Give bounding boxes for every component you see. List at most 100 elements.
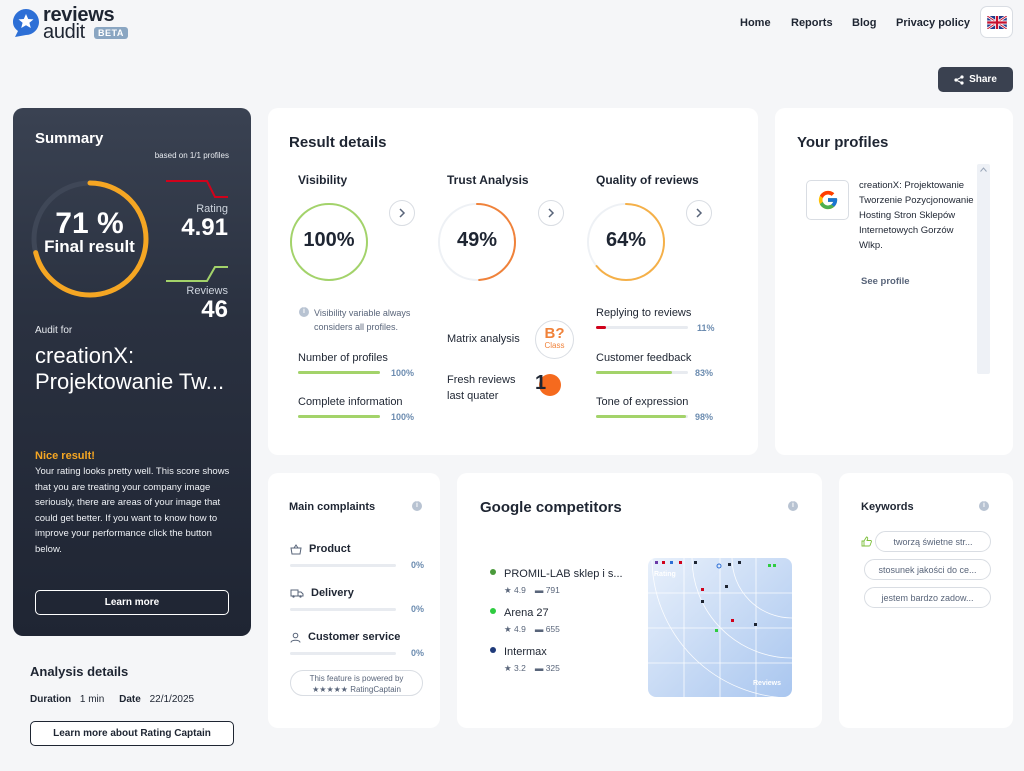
visibility-details-button[interactable] bbox=[389, 200, 415, 226]
matrix-class-label: Class bbox=[544, 341, 565, 350]
plot-point bbox=[716, 563, 722, 569]
plot-point bbox=[662, 561, 665, 564]
logo-star-icon bbox=[13, 9, 39, 37]
fresh-reviews-label: Fresh reviews bbox=[447, 374, 516, 386]
complete-information-label: Complete information bbox=[298, 396, 403, 408]
plot-point bbox=[773, 564, 776, 567]
star-icon: ★ 4.9 bbox=[504, 624, 526, 634]
tone-of-expression-bar bbox=[596, 415, 688, 418]
your-profiles-title: Your profiles bbox=[797, 134, 889, 151]
plot-point bbox=[679, 561, 682, 564]
see-profile-link[interactable]: See profile bbox=[861, 276, 910, 287]
uk-flag-icon bbox=[987, 16, 1007, 29]
complaint-delivery-label: Delivery bbox=[311, 587, 354, 599]
nav-home[interactable]: Home bbox=[740, 17, 771, 29]
keywords-card: Keywords i tworzą świetne str... stosune… bbox=[839, 473, 1013, 728]
tone-of-expression-label: Tone of expression bbox=[596, 396, 689, 408]
audit-company-name: creationX: Projektowanie Tw... bbox=[35, 343, 225, 394]
profiles-scrollbar[interactable] bbox=[977, 164, 990, 374]
powered-by-badge[interactable]: This feature is powered by ★★★★★ RatingC… bbox=[290, 670, 423, 696]
customer-feedback-bar bbox=[596, 371, 688, 374]
chevron-right-icon bbox=[399, 208, 406, 218]
share-button[interactable]: Share bbox=[938, 67, 1013, 92]
trust-details-button[interactable] bbox=[538, 200, 564, 226]
result-details-title: Result details bbox=[289, 134, 387, 151]
visibility-ring-arc bbox=[290, 203, 368, 281]
nav-blog[interactable]: Blog bbox=[852, 17, 877, 29]
competitor-dot bbox=[490, 647, 496, 653]
number-of-profiles-pct: 100% bbox=[391, 368, 415, 378]
logo[interactable]: reviews audit BETA bbox=[12, 4, 132, 43]
basket-icon bbox=[290, 543, 302, 554]
date-label: Date bbox=[119, 694, 141, 705]
plot-point bbox=[754, 623, 757, 626]
chevron-right-icon bbox=[548, 208, 555, 218]
nav-reports[interactable]: Reports bbox=[791, 17, 833, 29]
reviews-value: 46 bbox=[201, 296, 228, 323]
competitor-name[interactable]: Arena 27 bbox=[504, 607, 549, 619]
date-value: 22/1/2025 bbox=[149, 694, 195, 705]
plot-point bbox=[715, 629, 718, 632]
visibility-ring bbox=[290, 203, 368, 281]
result-details-card: Result details Visibility 100% i Visibil… bbox=[268, 108, 758, 455]
visibility-note: Visibility variable always considers all… bbox=[314, 308, 411, 332]
nav-privacy-policy[interactable]: Privacy policy bbox=[896, 17, 970, 29]
keyword-chip[interactable]: jestem bardzo zadow... bbox=[864, 587, 991, 608]
chevron-right-icon bbox=[696, 208, 703, 218]
plot-x-label: Reviews bbox=[753, 680, 781, 687]
number-of-profiles-bar bbox=[298, 371, 380, 374]
plot-point bbox=[670, 561, 673, 564]
reviews-trend-icon bbox=[166, 266, 228, 282]
complaint-delivery-bar bbox=[290, 608, 396, 611]
complaint-product: Product bbox=[290, 543, 351, 555]
quality-details-button[interactable] bbox=[686, 200, 712, 226]
main-complaints-title: Main complaints bbox=[289, 501, 376, 513]
plot-y-label: Rating bbox=[654, 571, 676, 578]
plot-point bbox=[725, 585, 728, 588]
info-icon[interactable]: i bbox=[788, 501, 798, 511]
complaint-product-pct: 0% bbox=[410, 560, 424, 570]
logo-text-reviews: reviews bbox=[43, 4, 115, 26]
keyword-chip[interactable]: tworzą świetne str... bbox=[875, 531, 991, 552]
rating-label: Rating bbox=[196, 203, 228, 215]
competitor-meta: ★ 3.2 ▬ 325 bbox=[504, 663, 560, 674]
truck-icon bbox=[290, 589, 304, 598]
rating-trend-icon bbox=[166, 180, 228, 198]
google-competitors-card: Google competitors i PROMIL-LAB sklep i … bbox=[457, 473, 822, 728]
trust-value: 49% bbox=[456, 229, 498, 251]
star-icon: ★ 4.9 bbox=[504, 585, 526, 595]
plot-point bbox=[655, 561, 658, 564]
learn-more-button[interactable]: Learn more bbox=[35, 590, 229, 615]
complaint-delivery: Delivery bbox=[290, 587, 354, 599]
complaint-product-label: Product bbox=[309, 543, 351, 555]
keyword-chip[interactable]: stosunek jakości do ce... bbox=[864, 559, 991, 580]
rating-value: 4.91 bbox=[181, 214, 228, 241]
rating-captain-button[interactable]: Learn more about Rating Captain bbox=[30, 721, 234, 746]
replying-to-reviews-pct: 11% bbox=[697, 323, 715, 333]
matrix-class-badge: B? Class bbox=[535, 320, 574, 359]
complaint-customer-service: Customer service bbox=[290, 631, 400, 643]
fresh-reviews-value: 1 bbox=[535, 372, 547, 394]
competitor-meta: ★ 4.9 ▬ 655 bbox=[504, 624, 560, 635]
final-result-label: Final result bbox=[44, 237, 135, 256]
keywords-title: Keywords bbox=[861, 501, 914, 513]
logo-text-audit: audit bbox=[43, 21, 85, 43]
star-icon: ★ 3.2 bbox=[504, 663, 526, 673]
your-profiles-card: Your profiles creationX: Projektowanie T… bbox=[775, 108, 1013, 455]
info-icon[interactable]: i bbox=[412, 501, 422, 511]
competitor-dot bbox=[490, 608, 496, 614]
main-complaints-card: Main complaints i Product 0% Delivery 0%… bbox=[268, 473, 440, 728]
competitor-name[interactable]: PROMIL-LAB sklep i s... bbox=[504, 568, 623, 580]
duration-value: 1 min bbox=[79, 694, 105, 705]
complete-information-pct: 100% bbox=[391, 412, 415, 422]
analysis-details-title: Analysis details bbox=[30, 664, 129, 679]
language-button[interactable] bbox=[980, 6, 1013, 38]
info-icon[interactable]: i bbox=[979, 501, 989, 511]
competitor-name[interactable]: Intermax bbox=[504, 646, 547, 658]
replying-to-reviews-label: Replying to reviews bbox=[596, 307, 692, 319]
comment-icon: ▬ 655 bbox=[534, 624, 560, 634]
fresh-reviews-label-2: last quater bbox=[447, 390, 499, 402]
customer-feedback-label: Customer feedback bbox=[596, 352, 692, 364]
person-icon bbox=[290, 632, 301, 643]
complete-information-bar bbox=[298, 415, 380, 418]
